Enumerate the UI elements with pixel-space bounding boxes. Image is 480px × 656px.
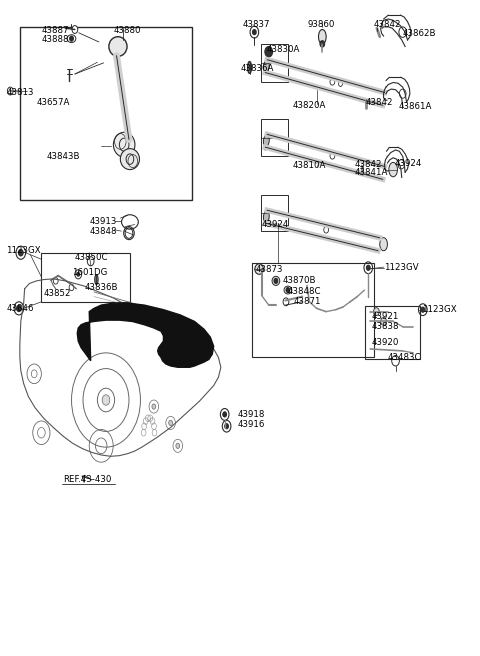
Text: 43918: 43918 xyxy=(238,410,265,419)
Text: 43657A: 43657A xyxy=(36,98,70,107)
Text: 43483C: 43483C xyxy=(387,353,421,362)
Text: 43848: 43848 xyxy=(89,226,117,236)
Circle shape xyxy=(176,443,180,449)
Text: 43842: 43842 xyxy=(365,98,393,107)
Bar xyxy=(261,195,288,231)
Text: 43820A: 43820A xyxy=(293,101,326,110)
Text: 43838: 43838 xyxy=(372,321,399,331)
Text: 43837: 43837 xyxy=(242,20,270,30)
Circle shape xyxy=(373,308,379,316)
Text: 43850C: 43850C xyxy=(75,253,108,262)
Ellipse shape xyxy=(120,149,140,170)
Text: 1123GV: 1123GV xyxy=(384,262,418,272)
Circle shape xyxy=(421,307,425,312)
Circle shape xyxy=(77,272,80,276)
Ellipse shape xyxy=(264,60,269,72)
Text: 43843B: 43843B xyxy=(46,152,80,161)
Text: 43880: 43880 xyxy=(113,26,141,35)
Text: REF.43-430: REF.43-430 xyxy=(63,476,111,484)
Text: 43913: 43913 xyxy=(89,216,117,226)
Circle shape xyxy=(381,318,386,325)
Circle shape xyxy=(102,395,110,405)
Text: 43924: 43924 xyxy=(262,220,289,229)
Text: 43852: 43852 xyxy=(44,289,71,298)
Text: 43848C: 43848C xyxy=(288,287,322,296)
Circle shape xyxy=(366,265,370,270)
Ellipse shape xyxy=(264,211,269,222)
Circle shape xyxy=(338,81,342,87)
Text: 43873: 43873 xyxy=(256,264,283,274)
Ellipse shape xyxy=(380,237,387,251)
Circle shape xyxy=(70,36,73,41)
Ellipse shape xyxy=(389,163,397,176)
Circle shape xyxy=(265,47,273,57)
Circle shape xyxy=(16,305,21,312)
Circle shape xyxy=(330,79,335,85)
Ellipse shape xyxy=(248,62,252,73)
Text: 43916: 43916 xyxy=(238,420,265,429)
Circle shape xyxy=(72,26,78,33)
Ellipse shape xyxy=(264,135,269,146)
Text: 43842: 43842 xyxy=(374,20,401,30)
Text: 43830A: 43830A xyxy=(266,45,300,54)
Circle shape xyxy=(330,153,335,159)
Polygon shape xyxy=(77,303,214,367)
Text: 43836A: 43836A xyxy=(241,64,275,73)
Text: 1601DG: 1601DG xyxy=(72,268,107,277)
Bar xyxy=(365,306,420,359)
Text: 43813: 43813 xyxy=(6,88,34,97)
Text: 43841A: 43841A xyxy=(355,168,388,176)
Text: 43846: 43846 xyxy=(6,304,34,313)
Text: 43921: 43921 xyxy=(372,312,399,321)
Text: 43888: 43888 xyxy=(41,35,69,45)
Circle shape xyxy=(223,412,227,417)
Circle shape xyxy=(18,249,23,256)
Bar xyxy=(20,27,192,200)
Text: 43861A: 43861A xyxy=(399,102,432,112)
Bar xyxy=(252,262,374,358)
Circle shape xyxy=(252,30,256,35)
Ellipse shape xyxy=(272,276,280,285)
Circle shape xyxy=(274,278,278,283)
Bar xyxy=(41,253,130,302)
Circle shape xyxy=(320,41,324,47)
Ellipse shape xyxy=(255,264,264,274)
Text: 43836B: 43836B xyxy=(84,283,118,292)
Ellipse shape xyxy=(319,30,326,44)
Text: 1123GX: 1123GX xyxy=(6,246,41,255)
Circle shape xyxy=(324,226,328,233)
Text: 43920: 43920 xyxy=(372,338,399,347)
Text: 43871: 43871 xyxy=(294,297,321,306)
Text: 43862B: 43862B xyxy=(403,29,436,38)
Circle shape xyxy=(225,424,228,429)
Text: 43924: 43924 xyxy=(395,159,422,167)
Ellipse shape xyxy=(109,37,127,56)
Circle shape xyxy=(168,420,172,426)
Text: 43810A: 43810A xyxy=(293,161,326,170)
Bar xyxy=(261,119,288,157)
Ellipse shape xyxy=(113,133,135,157)
Text: 43842: 43842 xyxy=(355,160,383,169)
Text: 1123GX: 1123GX xyxy=(422,305,456,314)
Circle shape xyxy=(152,404,156,409)
Ellipse shape xyxy=(95,275,98,285)
Circle shape xyxy=(286,287,290,293)
Text: 43870B: 43870B xyxy=(282,276,316,285)
Bar xyxy=(261,44,288,82)
Text: 93860: 93860 xyxy=(307,20,335,30)
Text: 43887: 43887 xyxy=(41,26,69,35)
